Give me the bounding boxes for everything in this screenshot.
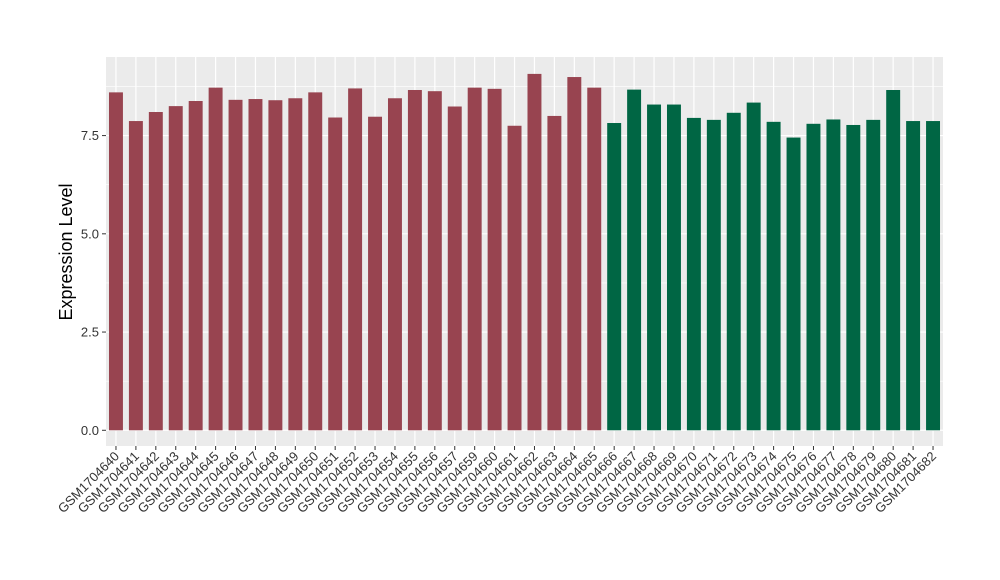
y-tick-label: 5.0	[81, 226, 99, 241]
bar-GSM1704679	[866, 119, 881, 431]
y-tick-label: 7.5	[81, 128, 99, 143]
bar-GSM1704653	[368, 116, 383, 431]
bar-GSM1704645	[208, 87, 223, 431]
bar-GSM1704651	[328, 117, 343, 431]
bar-GSM1704647	[248, 99, 263, 431]
bar-GSM1704671	[706, 119, 721, 431]
bar-GSM1704667	[627, 89, 642, 431]
bar-GSM1704657	[447, 106, 462, 431]
bar-GSM1704643	[168, 106, 183, 431]
bar-GSM1704676	[806, 123, 821, 431]
bar-GSM1704665	[587, 87, 602, 431]
bar-GSM1704670	[686, 117, 701, 431]
bar-GSM1704640	[108, 92, 123, 431]
bar-GSM1704646	[228, 99, 243, 431]
x-axis: GSM1704640GSM1704641GSM1704642GSM1704643…	[55, 446, 939, 516]
bar-GSM1704682	[926, 121, 941, 431]
y-tick-label: 0.0	[81, 423, 99, 438]
bar-GSM1704644	[188, 101, 203, 431]
bar-GSM1704660	[487, 88, 502, 431]
bar-GSM1704652	[348, 88, 363, 431]
bar-GSM1704663	[547, 115, 562, 431]
bar-GSM1704664	[567, 77, 582, 431]
bar-GSM1704677	[826, 119, 841, 431]
bar-GSM1704655	[407, 90, 422, 431]
bar-GSM1704673	[746, 102, 761, 431]
bar-GSM1704681	[906, 121, 921, 431]
bar-GSM1704648	[268, 100, 283, 431]
bar-GSM1704672	[726, 112, 741, 431]
y-tick-label: 2.5	[81, 325, 99, 340]
bar-GSM1704668	[647, 104, 662, 431]
bar-GSM1704669	[666, 104, 681, 431]
bar-GSM1704662	[527, 73, 542, 431]
bar-GSM1704659	[467, 87, 482, 431]
bars	[108, 73, 941, 431]
bar-GSM1704650	[308, 92, 323, 431]
bar-GSM1704649	[288, 98, 303, 431]
y-axis: 0.0 2.5 5.0 7.5	[81, 128, 106, 438]
bar-GSM1704661	[507, 125, 522, 431]
bar-GSM1704680	[886, 90, 901, 431]
bar-GSM1704678	[846, 124, 861, 431]
bar-GSM1704675	[786, 137, 801, 431]
bar-GSM1704674	[766, 121, 781, 431]
y-axis-label: Expression Level	[56, 183, 76, 320]
bar-GSM1704641	[128, 121, 143, 431]
bar-GSM1704654	[387, 98, 402, 431]
bar-GSM1704642	[148, 112, 163, 431]
bar-GSM1704666	[607, 123, 622, 431]
bar-GSM1704656	[427, 91, 442, 431]
